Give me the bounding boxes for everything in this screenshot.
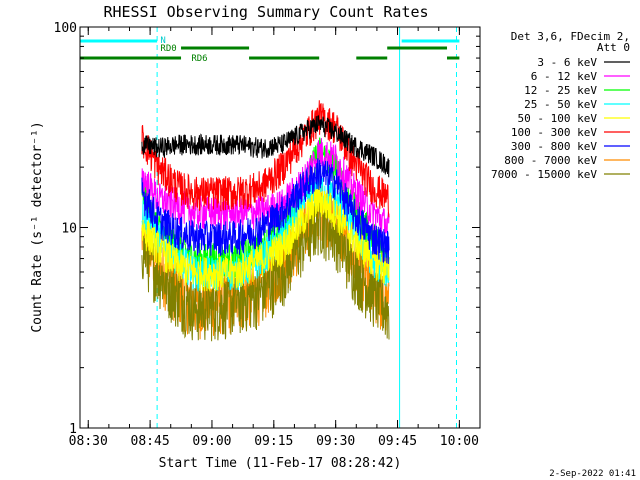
y-tick-label: 10 bbox=[61, 222, 77, 237]
x-tick-label: 09:30 bbox=[316, 434, 355, 449]
x-tick-label: 09:45 bbox=[378, 434, 417, 449]
series-line-300-800-kev bbox=[141, 158, 390, 265]
state-bar-label-rd0: RD0 bbox=[160, 44, 176, 54]
state-bar-n-1 bbox=[401, 39, 460, 43]
state-bar-label-rd6: RD6 bbox=[191, 54, 207, 64]
x-tick-label: 10:00 bbox=[440, 434, 479, 449]
legend-label: 7000 - 15000 keV bbox=[491, 168, 597, 181]
legend-header-line-2: Att 0 bbox=[597, 41, 630, 54]
state-bar-rd0-0 bbox=[181, 46, 250, 50]
state-bar-rd6-0 bbox=[80, 56, 182, 60]
legend-label: 25 - 50 keV bbox=[524, 98, 597, 111]
state-bar-n-0 bbox=[80, 39, 158, 43]
state-bar-rd6-3 bbox=[447, 56, 460, 60]
legend-label: 100 - 300 keV bbox=[511, 126, 597, 139]
footer-date: 2-Sep-2022 01:41 bbox=[549, 469, 636, 479]
chart-title: RHESSI Observing Summary Count Rates bbox=[103, 3, 428, 21]
series-line-7000-15000-kev bbox=[141, 194, 390, 342]
state-bar-rd6-1 bbox=[249, 56, 320, 60]
series-line-6-12-kev bbox=[141, 138, 390, 243]
x-tick-label: 08:30 bbox=[69, 434, 108, 449]
series-line-3-6-kev bbox=[141, 115, 390, 178]
x-tick-label: 09:15 bbox=[254, 434, 293, 449]
legend-header-line-1: Det 3,6, FDecim 2, bbox=[511, 30, 630, 43]
x-tick-label: 09:00 bbox=[192, 434, 231, 449]
y-axis-label: Count Rate (s⁻¹ detector⁻¹) bbox=[30, 121, 45, 332]
legend-label: 12 - 25 keV bbox=[524, 84, 597, 97]
y-tick-label: 100 bbox=[54, 21, 77, 36]
y-tick-label: 1 bbox=[69, 422, 77, 437]
legend-label: 800 - 7000 keV bbox=[504, 154, 597, 167]
legend-label: 6 - 12 keV bbox=[531, 70, 598, 83]
legend-label: 300 - 800 keV bbox=[511, 140, 597, 153]
plot-area bbox=[80, 27, 460, 428]
state-bar-rd6-2 bbox=[356, 56, 388, 60]
legend-label: 50 - 100 keV bbox=[518, 112, 598, 125]
state-bar-label-n: N bbox=[160, 36, 165, 46]
x-axis-label: Start Time (11-Feb-17 08:28:42) bbox=[159, 456, 402, 471]
series-line-50-100-kev bbox=[141, 183, 390, 292]
x-tick-label: 08:45 bbox=[131, 434, 170, 449]
state-bar-rd0-1 bbox=[387, 46, 448, 50]
legend-label: 3 - 6 keV bbox=[537, 56, 597, 69]
